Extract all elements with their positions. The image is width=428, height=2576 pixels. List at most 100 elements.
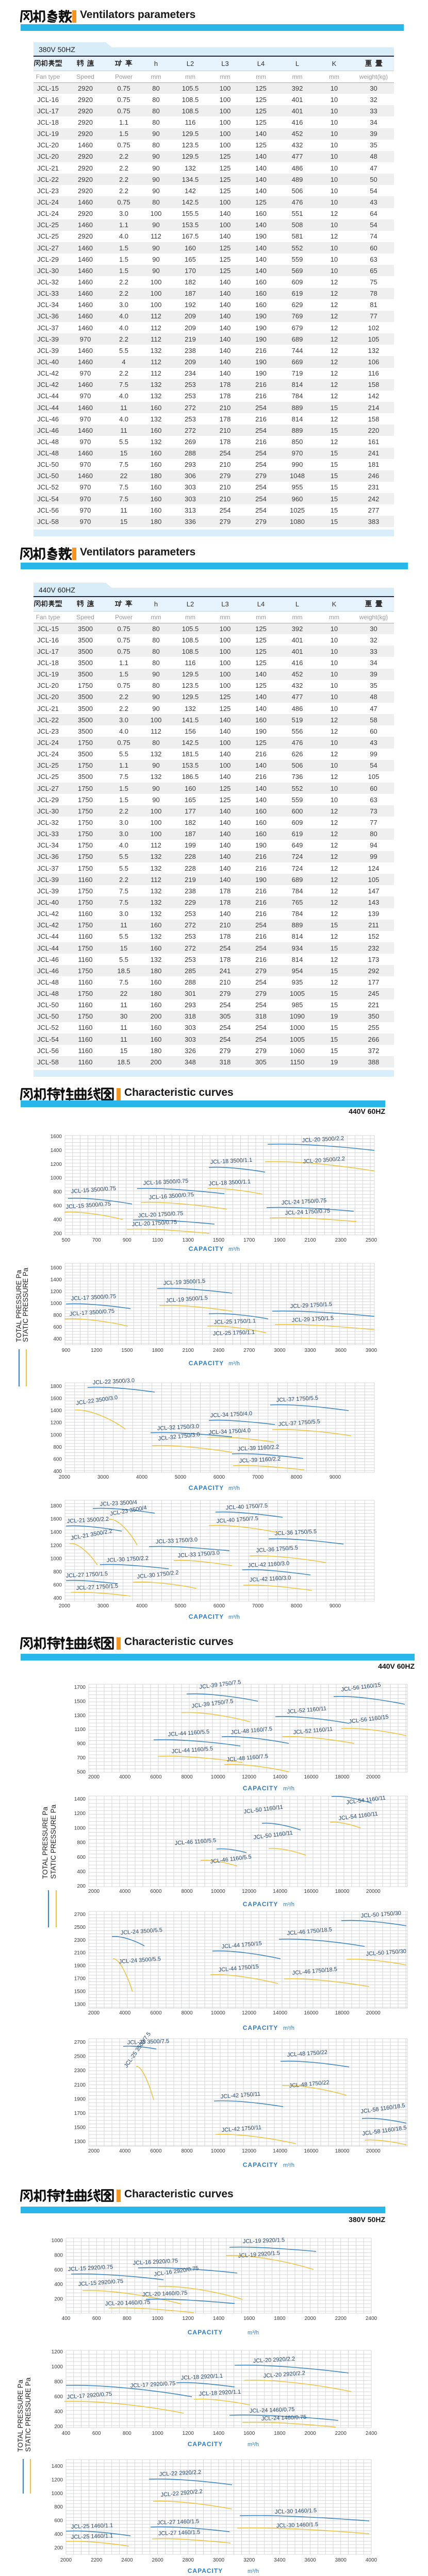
svg-text:400: 400 — [54, 2532, 63, 2537]
svg-text:800: 800 — [54, 2252, 63, 2258]
svg-text:1500: 1500 — [74, 1699, 86, 1704]
svg-text:JCL-18 2920/1.1: JCL-18 2920/1.1 — [181, 2373, 223, 2381]
svg-text:6000: 6000 — [213, 1475, 225, 1480]
svg-text:3900: 3900 — [366, 1348, 377, 1353]
svg-text:2000: 2000 — [304, 2431, 316, 2436]
svg-text:800: 800 — [54, 2504, 63, 2510]
svg-text:400: 400 — [54, 2282, 63, 2287]
svg-text:2000: 2000 — [60, 2557, 72, 2563]
svg-text:JCL-19 2920/1.5: JCL-19 2920/1.5 — [238, 2250, 280, 2259]
svg-text:CAPACITY: CAPACITY — [189, 1613, 224, 1620]
svg-text:2100: 2100 — [74, 2082, 86, 2088]
svg-text:1400: 1400 — [51, 1148, 62, 1154]
svg-text:4000: 4000 — [119, 2010, 131, 2016]
svg-text:JCL-42 1750/11: JCL-42 1750/11 — [220, 2091, 260, 2100]
svg-text:1200: 1200 — [52, 2349, 63, 2355]
svg-text:JCL-18 3500/1.1: JCL-18 3500/1.1 — [210, 1157, 253, 1165]
svg-text:12000: 12000 — [242, 1889, 256, 1894]
svg-text:2400: 2400 — [366, 2431, 377, 2436]
svg-text:JCL-24 3500/5.5: JCL-24 3500/5.5 — [120, 1927, 162, 1936]
svg-text:2600: 2600 — [152, 2557, 163, 2563]
svg-text:1000: 1000 — [152, 2431, 163, 2436]
svg-text:JCL-24 1460/0.75: JCL-24 1460/0.75 — [250, 2406, 295, 2414]
svg-text:JCL-46 1160/5.5: JCL-46 1160/5.5 — [174, 1837, 216, 1846]
svg-text:JCL-18 2920/1.1: JCL-18 2920/1.1 — [199, 2389, 241, 2397]
svg-text:8000: 8000 — [291, 1603, 303, 1609]
svg-text:STATIC PRESSURE Pa: STATIC PRESSURE Pa — [22, 1267, 29, 1342]
svg-text:JCL-16 3500/0.75: JCL-16 3500/0.75 — [149, 1192, 194, 1201]
svg-text:2500: 2500 — [74, 1925, 86, 1930]
svg-text:JCL-20 1460/0.75: JCL-20 1460/0.75 — [105, 2299, 151, 2307]
svg-text:JCL-20 3500/2.2: JCL-20 3500/2.2 — [302, 1136, 344, 1144]
svg-text:400: 400 — [62, 2316, 71, 2321]
svg-text:JCL-25 3500/7.5: JCL-25 3500/7.5 — [127, 2038, 170, 2046]
svg-text:m³/h: m³/h — [283, 1786, 294, 1792]
svg-text:600: 600 — [53, 1583, 62, 1588]
svg-text:JCL-32 1750/3.0: JCL-32 1750/3.0 — [157, 1423, 200, 1432]
svg-text:JCL-20 1460/0.75: JCL-20 1460/0.75 — [142, 2290, 188, 2298]
svg-text:400: 400 — [54, 2409, 63, 2415]
svg-text:JCL-54 1160/11: JCL-54 1160/11 — [346, 1795, 386, 1806]
svg-text:CAPACITY: CAPACITY — [189, 1245, 224, 1252]
svg-text:2400: 2400 — [366, 2316, 377, 2321]
svg-text:JCL-29 1750/1.5: JCL-29 1750/1.5 — [292, 1315, 334, 1324]
svg-text:JCL-42 1160/3.0: JCL-42 1160/3.0 — [248, 1561, 290, 1569]
svg-text:2500: 2500 — [74, 2054, 86, 2060]
svg-text:12000: 12000 — [242, 2010, 256, 2016]
svg-text:1700: 1700 — [74, 1685, 86, 1690]
svg-text:1700: 1700 — [74, 2111, 86, 2116]
svg-text:1600: 1600 — [243, 2316, 255, 2321]
svg-text:JCL-37 1750/5.5: JCL-37 1750/5.5 — [278, 1418, 320, 1428]
svg-text:1000: 1000 — [52, 2491, 63, 2497]
svg-text:CAPACITY: CAPACITY — [243, 2024, 278, 2031]
svg-text:800: 800 — [123, 2431, 131, 2436]
svg-text:8000: 8000 — [181, 2148, 193, 2154]
svg-text:1900: 1900 — [74, 1963, 86, 1969]
svg-text:JCL-24 1460/0.75: JCL-24 1460/0.75 — [261, 2414, 307, 2422]
svg-text:500: 500 — [77, 1769, 86, 1775]
svg-text:2100: 2100 — [183, 1348, 194, 1353]
svg-text:JCL-19 3500/1.5: JCL-19 3500/1.5 — [163, 1278, 206, 1286]
svg-text:3800: 3800 — [335, 2557, 347, 2563]
svg-text:600: 600 — [53, 1204, 62, 1209]
svg-text:1400: 1400 — [213, 2431, 225, 2436]
svg-text:2400: 2400 — [121, 2557, 133, 2563]
svg-text:1800: 1800 — [274, 2316, 286, 2321]
svg-text:600: 600 — [92, 2431, 101, 2436]
svg-text:3600: 3600 — [335, 1348, 347, 1353]
svg-text:m³/h: m³/h — [283, 2162, 294, 2168]
svg-text:20000: 20000 — [366, 2010, 381, 2016]
svg-text:1000: 1000 — [51, 1556, 62, 1562]
svg-text:400: 400 — [62, 2431, 71, 2436]
svg-text:1200: 1200 — [91, 1348, 103, 1353]
svg-text:1400: 1400 — [213, 2316, 225, 2321]
svg-text:JCL-50 1750/30: JCL-50 1750/30 — [366, 1948, 406, 1957]
svg-text:1400: 1400 — [74, 1797, 86, 1802]
svg-text:1500: 1500 — [74, 2125, 86, 2131]
svg-text:200: 200 — [77, 1884, 86, 1889]
svg-text:2700: 2700 — [74, 2040, 86, 2045]
svg-text:1400: 1400 — [51, 1277, 62, 1283]
svg-text:4000: 4000 — [119, 1774, 131, 1780]
svg-text:CAPACITY: CAPACITY — [188, 2567, 223, 2574]
svg-text:4000: 4000 — [119, 2148, 131, 2154]
svg-text:1500: 1500 — [121, 1348, 133, 1353]
svg-text:JCL-33 1750/3.0: JCL-33 1750/3.0 — [177, 1550, 220, 1559]
svg-text:1600: 1600 — [243, 2431, 255, 2436]
svg-text:2200: 2200 — [335, 2431, 347, 2436]
svg-text:JCL-50 1160/11: JCL-50 1160/11 — [253, 1830, 293, 1841]
svg-text:m³/h: m³/h — [283, 1902, 294, 1908]
svg-text:JCL-48 1750/22: JCL-48 1750/22 — [289, 2079, 330, 2089]
svg-text:JCL-50 1160/11: JCL-50 1160/11 — [243, 1804, 284, 1815]
svg-text:1800: 1800 — [51, 1384, 62, 1389]
svg-text:10000: 10000 — [211, 2010, 225, 2016]
svg-text:16000: 16000 — [304, 2148, 318, 2154]
svg-text:2100: 2100 — [304, 1238, 316, 1243]
svg-text:3600: 3600 — [304, 2557, 316, 2563]
svg-text:800: 800 — [77, 1840, 86, 1846]
svg-text:JCL-20 3500/2.2: JCL-20 3500/2.2 — [303, 1156, 345, 1165]
svg-text:JCL-34 1750/4.0: JCL-34 1750/4.0 — [209, 1428, 251, 1436]
svg-text:1700: 1700 — [74, 1976, 86, 1982]
svg-text:700: 700 — [77, 1755, 86, 1761]
svg-text:JCL-15 3500/0.75: JCL-15 3500/0.75 — [71, 1185, 116, 1195]
